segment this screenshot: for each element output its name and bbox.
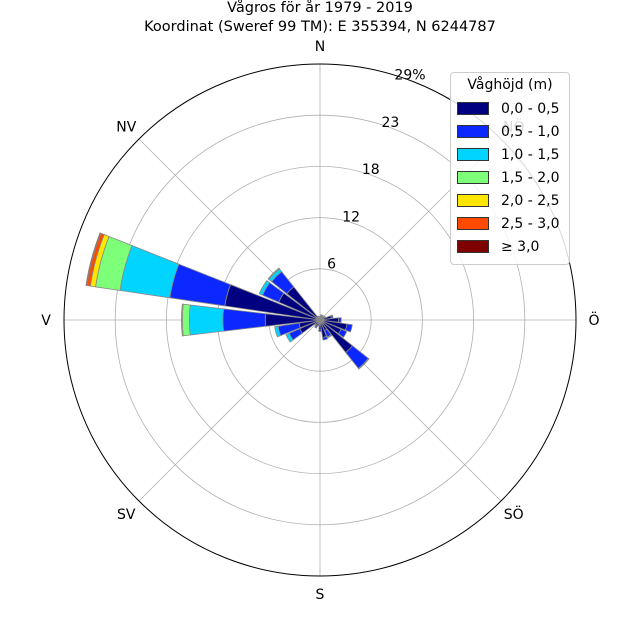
legend-label: 1,0 - 1,5 xyxy=(501,146,560,163)
legend-swatch xyxy=(457,125,489,138)
direction-label-6: Ö xyxy=(588,311,599,329)
radial-tick-label-1: 12 xyxy=(342,209,360,225)
chart-title-block: Vågros för år 1979 - 2019 Koordinat (Swe… xyxy=(0,0,640,37)
direction-label-1: NV xyxy=(116,119,136,135)
legend-entry: 2,0 - 2,5 xyxy=(451,189,569,212)
legend-swatch xyxy=(457,240,489,253)
sector-bar-255-bin-2 xyxy=(274,325,282,338)
sector-bar-180-bin-1 xyxy=(318,329,322,332)
legend-entry: 2,5 - 3,0 xyxy=(451,212,569,235)
legend-swatch xyxy=(457,148,489,161)
chart-subtitle: Koordinat (Sweref 99 TM): E 355394, N 62… xyxy=(144,19,496,35)
radial-tick-label-3: 23 xyxy=(381,115,399,131)
sector-bar-90-bin-1 xyxy=(337,317,342,323)
sector-bar-285-bin-1 xyxy=(169,263,232,307)
sector-bar-75-bin-1 xyxy=(330,314,334,319)
direction-label-0: N xyxy=(315,39,325,55)
sector-bars xyxy=(85,232,370,370)
legend-label: 0,0 - 0,5 xyxy=(501,100,560,117)
radial-tick-label-0: 6 xyxy=(327,257,336,273)
grid-ring xyxy=(114,114,526,526)
sector-bar-270-bin-4 xyxy=(181,303,184,337)
sector-bar-150-bin-2 xyxy=(326,334,333,339)
sector-bar-330-bin-1 xyxy=(316,315,320,318)
sector-bar-270-bin-3 xyxy=(181,303,191,337)
legend-entry: ≥ 3,0 xyxy=(451,235,569,258)
radial-tick-label-4: 29% xyxy=(394,67,425,83)
direction-label-2: V xyxy=(41,313,51,329)
legend-swatch xyxy=(457,171,489,184)
legend-label: 2,0 - 2,5 xyxy=(501,192,560,209)
legend-rows: 0,0 - 0,5 0,5 - 1,0 1,0 - 1,5 1,5 - 2,0 2,0 … xyxy=(451,97,569,258)
legend-entry: 0,5 - 1,0 xyxy=(451,120,569,143)
sector-bar-165-bin-1 xyxy=(322,335,328,341)
sector-bar-285-bin-6 xyxy=(85,232,102,287)
sector-bar-135-bin-2 xyxy=(357,357,370,370)
legend-entry: 1,5 - 2,0 xyxy=(451,166,569,189)
direction-label-4: S xyxy=(316,587,325,603)
direction-label-5: SÖ xyxy=(504,505,524,523)
legend-entry: 0,0 - 0,5 xyxy=(451,97,569,120)
sector-bar-240-bin-2 xyxy=(285,332,294,343)
legend-label: 2,5 - 3,0 xyxy=(501,215,560,232)
sector-bar-300-bin-2 xyxy=(258,279,271,296)
legend-swatch xyxy=(457,217,489,230)
legend-swatch xyxy=(457,194,489,207)
sector-bar-270-bin-1 xyxy=(222,308,267,332)
legend-swatch xyxy=(457,102,489,115)
sector-bar-120-bin-1 xyxy=(337,328,348,338)
legend-entry: 1,0 - 1,5 xyxy=(451,143,569,166)
direction-label-3: SV xyxy=(117,507,136,523)
sector-bar-345-bin-1 xyxy=(318,316,321,319)
grid-ring xyxy=(165,165,475,475)
sector-bar-105-bin-1 xyxy=(344,323,353,333)
legend-label: 0,5 - 1,0 xyxy=(501,123,560,140)
radial-tick-label-2: 18 xyxy=(362,162,380,178)
sector-bar-315-bin-3 xyxy=(267,267,280,280)
legend-title: Våghöjd (m) xyxy=(467,77,553,93)
grid-spoke xyxy=(138,319,321,502)
chart-title: Vågros för år 1979 - 2019 xyxy=(227,0,413,16)
sector-bar-270-bin-2 xyxy=(188,304,224,336)
legend: Våghöjd (m) 0,0 - 0,5 0,5 - 1,0 1,0 - 1,5 1… xyxy=(450,72,570,265)
outer-frame xyxy=(63,63,577,577)
legend-label: ≥ 3,0 xyxy=(501,238,540,255)
legend-label: 1,5 - 2,0 xyxy=(501,169,560,186)
sector-bar-210-bin-1 xyxy=(314,325,318,329)
